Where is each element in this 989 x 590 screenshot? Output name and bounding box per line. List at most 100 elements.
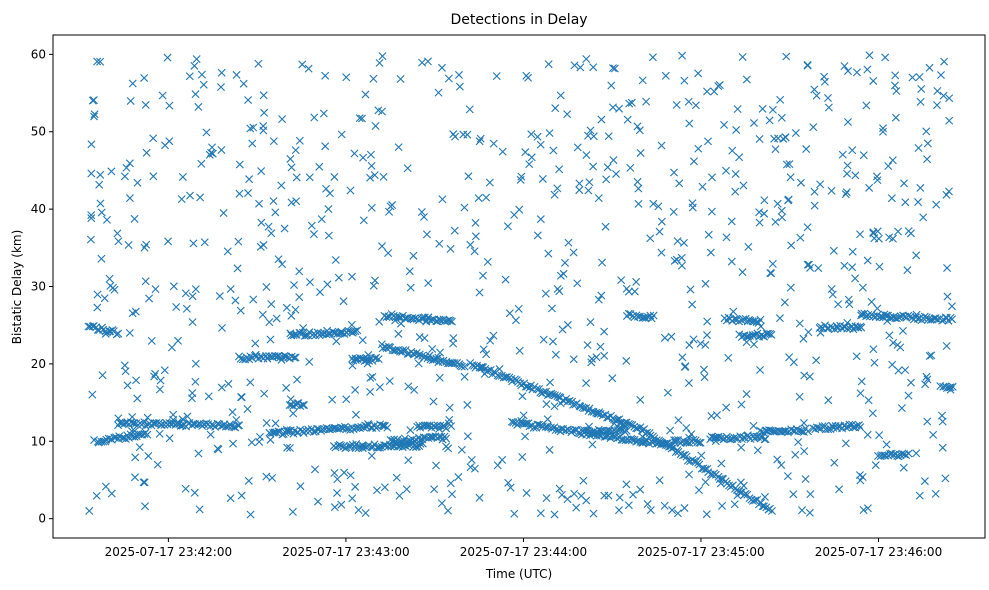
- data-point: [646, 234, 655, 243]
- data-point: [87, 214, 96, 223]
- data-point: [766, 269, 775, 278]
- data-point: [804, 427, 813, 436]
- data-point: [810, 201, 819, 210]
- data-point: [898, 326, 907, 335]
- data-point: [688, 300, 697, 309]
- x-tick-label: 2025-07-17 23:42:00: [105, 545, 232, 559]
- data-point: [730, 315, 739, 323]
- data-point: [542, 400, 551, 409]
- data-point: [791, 450, 800, 459]
- data-point: [475, 493, 484, 502]
- data-point: [350, 149, 359, 158]
- data-point: [217, 68, 226, 77]
- data-point: [397, 319, 405, 328]
- data-point: [576, 63, 585, 72]
- data-point: [873, 304, 882, 313]
- data-point: [155, 385, 164, 394]
- data-point: [371, 121, 380, 130]
- data-point: [370, 171, 379, 180]
- data-point: [269, 197, 278, 206]
- data-point: [736, 478, 745, 487]
- data-point: [379, 421, 388, 430]
- data-point: [542, 494, 551, 503]
- data-point: [933, 315, 942, 324]
- data-point: [608, 374, 617, 383]
- data-point: [615, 506, 624, 515]
- data-point: [108, 283, 117, 292]
- data-point: [286, 395, 295, 404]
- data-point: [942, 190, 951, 199]
- data-point: [361, 509, 370, 517]
- data-point: [643, 500, 652, 509]
- data-point: [499, 373, 508, 382]
- data-point: [569, 248, 578, 257]
- data-point: [589, 162, 598, 171]
- data-point: [857, 309, 866, 318]
- data-point: [334, 273, 343, 282]
- data-point: [884, 161, 893, 170]
- data-point: [144, 451, 153, 460]
- data-point: [889, 338, 898, 347]
- data-point: [178, 172, 187, 181]
- data-point: [435, 373, 444, 382]
- data-point: [717, 459, 726, 468]
- data-point: [916, 97, 925, 106]
- data-point: [671, 436, 680, 445]
- data-point: [280, 224, 289, 233]
- data-point: [799, 334, 808, 343]
- data-point: [767, 507, 776, 515]
- data-point: [277, 181, 286, 190]
- data-point: [944, 187, 953, 196]
- data-point: [694, 144, 703, 153]
- data-point: [445, 403, 454, 412]
- data-point: [627, 98, 636, 107]
- data-point: [282, 303, 291, 312]
- data-point: [457, 362, 466, 371]
- data-point: [126, 96, 135, 105]
- data-point: [195, 505, 204, 514]
- data-point: [501, 373, 510, 382]
- data-point: [739, 181, 748, 190]
- data-point: [698, 182, 707, 191]
- data-point: [403, 164, 412, 173]
- data-point: [346, 186, 355, 195]
- data-point: [330, 503, 339, 512]
- data-point: [434, 88, 443, 97]
- data-point: [444, 74, 453, 83]
- data-point: [483, 257, 492, 266]
- data-point: [262, 283, 271, 291]
- data-point: [687, 430, 696, 439]
- data-point: [291, 146, 300, 155]
- data-point: [693, 438, 702, 447]
- data-point: [521, 148, 530, 157]
- data-point: [442, 424, 451, 433]
- data-point: [638, 76, 647, 85]
- data-point: [556, 91, 565, 100]
- data-point: [718, 501, 727, 510]
- data-point: [622, 426, 631, 435]
- data-point: [753, 495, 762, 504]
- data-point: [783, 472, 792, 481]
- data-point: [378, 242, 386, 251]
- data-point: [405, 267, 414, 276]
- data-point: [707, 411, 716, 420]
- data-point: [613, 434, 622, 443]
- data-point: [447, 422, 456, 431]
- data-point: [780, 298, 789, 307]
- data-point: [464, 172, 473, 181]
- data-point: [98, 371, 107, 380]
- data-point: [131, 453, 140, 462]
- data-point: [239, 79, 248, 88]
- data-point: [470, 247, 479, 256]
- data-point: [196, 193, 205, 202]
- data-point: [93, 57, 102, 66]
- data-point: [249, 123, 258, 132]
- data-point: [296, 329, 305, 338]
- data-point: [601, 222, 610, 231]
- data-point: [915, 73, 924, 82]
- x-axis: 2025-07-17 23:42:00 2025-07-17 23:43:00 20…: [105, 538, 942, 559]
- data-point: [206, 430, 215, 439]
- data-point: [255, 199, 264, 208]
- data-point: [704, 230, 713, 239]
- data-point: [366, 387, 375, 396]
